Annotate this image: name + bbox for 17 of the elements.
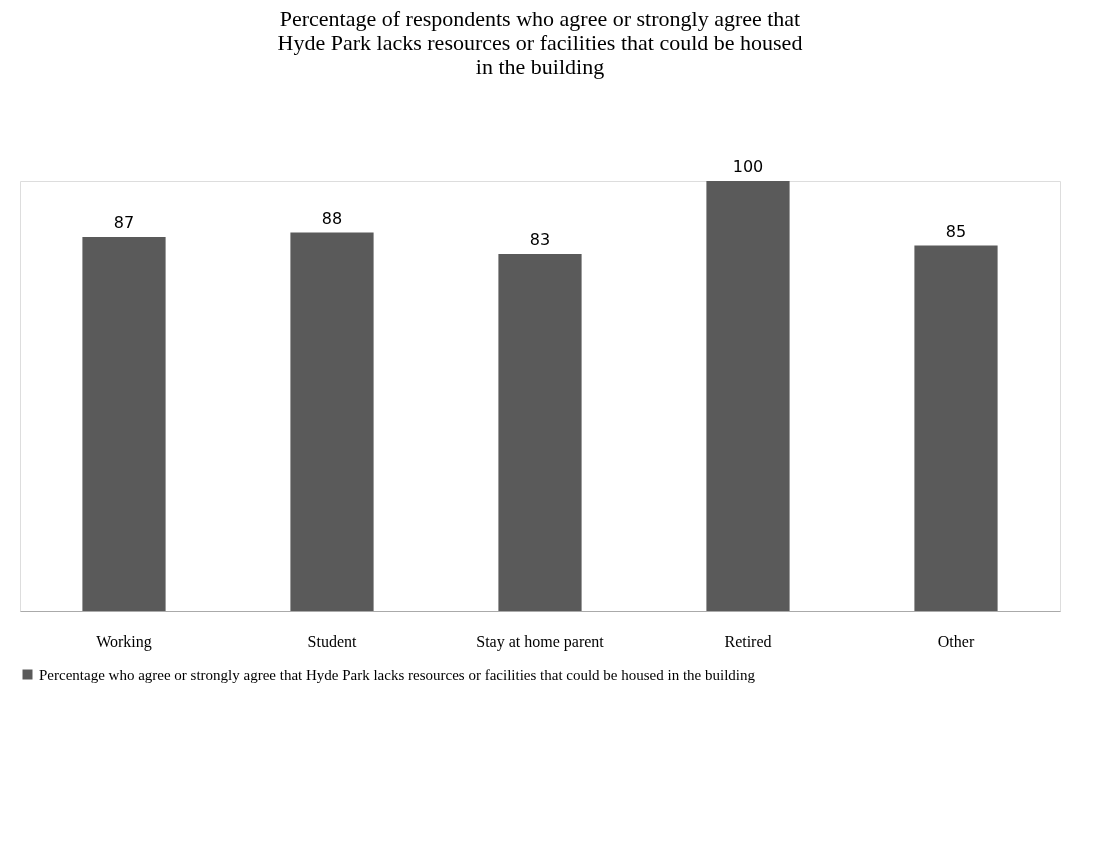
x-tick-label: Other — [937, 632, 975, 650]
x-tick-label: Retired — [724, 632, 772, 650]
chart-title: Percentage of respondents who agree or strongly agree that Hyde Park lacks resources or facilities that could be housed in the building — [277, 6, 803, 79]
x-tick-label: Stay at home parent — [476, 632, 605, 651]
x-tick-label: Student — [307, 632, 357, 650]
bar — [706, 181, 790, 611]
data-label: 85 — [945, 221, 967, 241]
x-tick-label: Working — [96, 632, 152, 651]
legend-label: Percentage who agree or strongly agree that Hyde Park lacks resources or facilities that could be housed in the building — [39, 666, 756, 683]
data-label: 87 — [113, 212, 135, 232]
data-label: 100 — [732, 157, 764, 176]
bar — [290, 232, 374, 611]
bar — [498, 254, 582, 611]
bar — [82, 236, 166, 611]
data-label: 88 — [321, 208, 343, 228]
bar — [914, 245, 998, 611]
data-label: 83 — [529, 230, 551, 250]
